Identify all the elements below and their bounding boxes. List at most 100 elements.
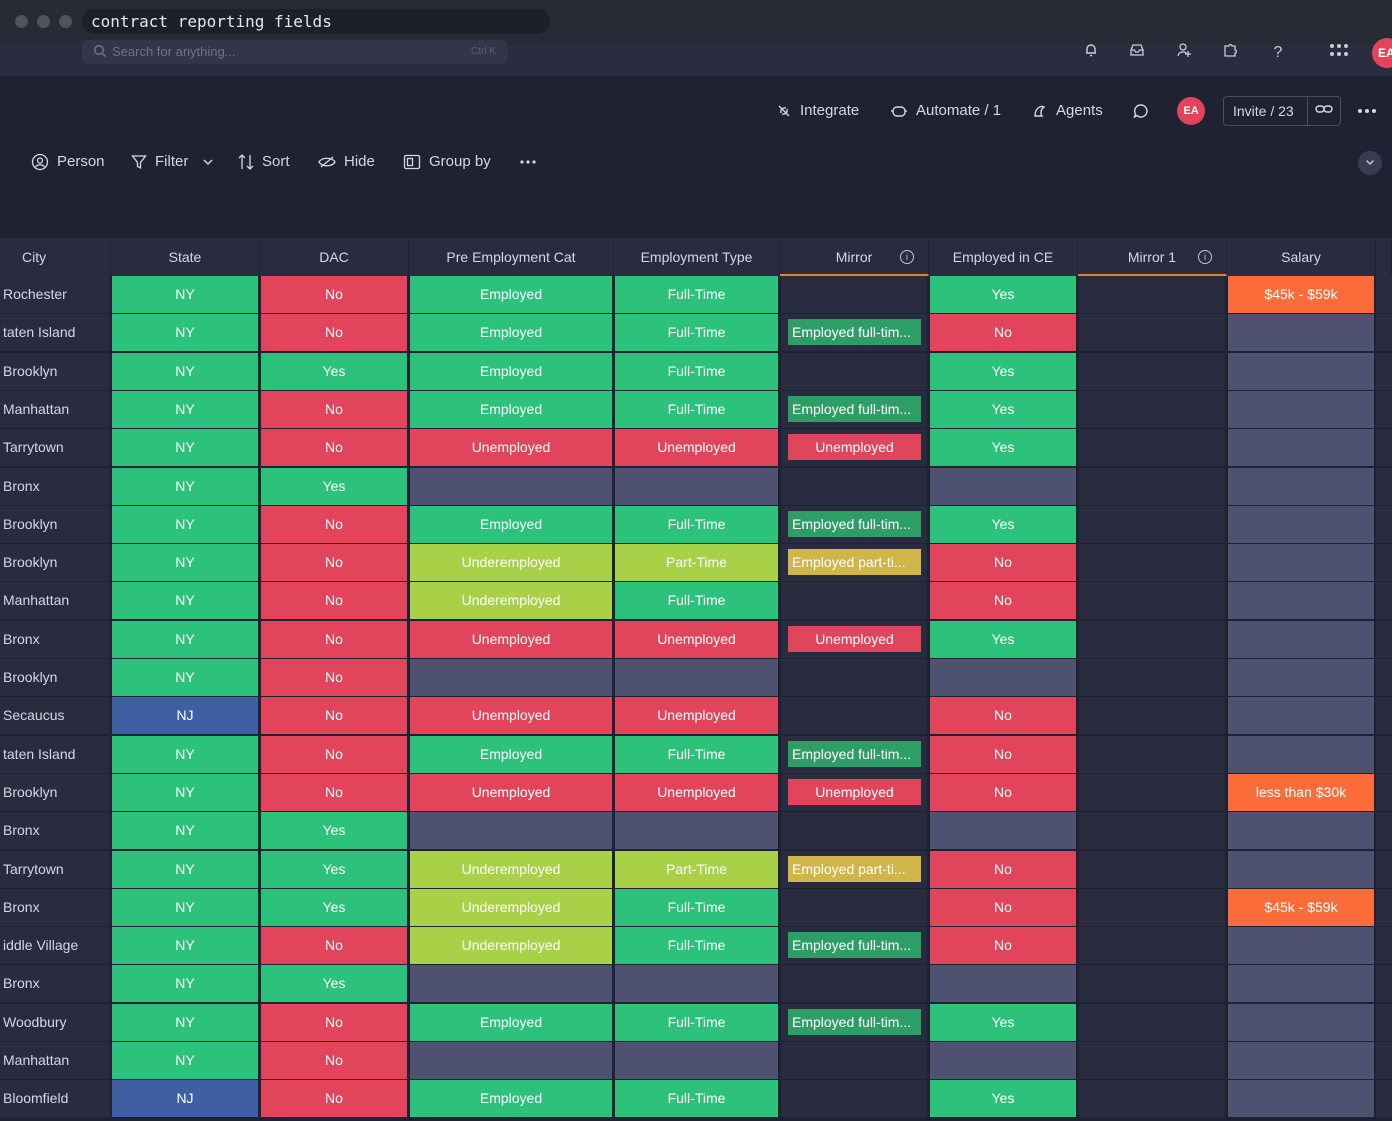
state-cell[interactable]: NJ — [112, 697, 258, 735]
city-cell[interactable]: Tarrytown — [0, 850, 110, 888]
pre-employment-cat-cell[interactable] — [410, 812, 612, 850]
salary-cell[interactable] — [1228, 1080, 1374, 1118]
apps-grid-icon[interactable] — [1328, 42, 1350, 64]
employment-type-cell[interactable]: Full-Time — [615, 582, 778, 620]
city-cell[interactable]: Manhattan — [0, 390, 110, 428]
dac-cell[interactable]: Yes — [261, 888, 407, 926]
dac-cell[interactable]: Yes — [261, 965, 407, 1003]
salary-cell[interactable] — [1228, 429, 1374, 467]
employment-type-cell[interactable]: Full-Time — [615, 276, 778, 313]
employment-type-cell[interactable]: Full-Time — [615, 314, 778, 352]
dac-cell[interactable]: No — [261, 582, 407, 620]
copy-link-icon[interactable] — [1315, 97, 1333, 125]
pre-employment-cat-cell[interactable]: Employed — [410, 390, 612, 428]
table-row[interactable]: Rochester NY No Employed Full-Time Yes $45k - … — [0, 276, 1392, 314]
employment-type-cell[interactable]: Unemployed — [615, 429, 778, 467]
employed-in-ce-cell[interactable]: No — [930, 314, 1076, 352]
employed-in-ce-cell[interactable]: Yes — [930, 352, 1076, 390]
employment-type-cell[interactable]: Unemployed — [615, 697, 778, 735]
employment-type-cell[interactable]: Full-Time — [615, 735, 778, 773]
dac-cell[interactable]: No — [261, 544, 407, 582]
city-cell[interactable]: Bloomfield — [0, 1080, 110, 1118]
dac-cell[interactable]: Yes — [261, 467, 407, 505]
inbox-icon[interactable] — [1126, 42, 1148, 64]
pre-employment-cat-cell[interactable] — [410, 965, 612, 1003]
dac-cell[interactable]: No — [261, 620, 407, 658]
city-cell[interactable]: Brooklyn — [0, 352, 110, 390]
employed-in-ce-cell[interactable]: Yes — [930, 1080, 1076, 1118]
state-cell[interactable]: NY — [112, 390, 258, 428]
employed-in-ce-cell[interactable]: No — [930, 888, 1076, 926]
employment-type-cell[interactable] — [615, 965, 778, 1003]
employed-in-ce-cell[interactable]: No — [930, 735, 1076, 773]
table-row[interactable]: Bloomfield NJ No Employed Full-Time Yes — [0, 1080, 1392, 1118]
salary-cell[interactable]: $45k - $59k — [1228, 888, 1374, 926]
salary-cell[interactable] — [1228, 697, 1374, 735]
dac-cell[interactable]: No — [261, 429, 407, 467]
dac-cell[interactable]: Yes — [261, 850, 407, 888]
employed-in-ce-cell[interactable]: No — [930, 582, 1076, 620]
dac-cell[interactable]: No — [261, 1080, 407, 1118]
info-icon[interactable]: i — [1198, 250, 1212, 264]
salary-cell[interactable] — [1228, 620, 1374, 658]
dac-cell[interactable]: No — [261, 390, 407, 428]
pre-employment-cat-cell[interactable]: Unemployed — [410, 773, 612, 811]
salary-cell[interactable] — [1228, 390, 1374, 428]
city-cell[interactable]: Tarrytown — [0, 429, 110, 467]
pre-employment-cat-cell[interactable]: Unemployed — [410, 429, 612, 467]
state-cell[interactable]: NY — [112, 582, 258, 620]
integrate-button[interactable]: Integrate — [776, 96, 859, 126]
employed-in-ce-cell[interactable]: Yes — [930, 620, 1076, 658]
column-header-pre-employment-cat[interactable]: Pre Employment Cat — [409, 238, 614, 276]
employment-type-cell[interactable] — [615, 812, 778, 850]
employment-type-cell[interactable]: Full-Time — [615, 888, 778, 926]
state-cell[interactable]: NY — [112, 1003, 258, 1041]
employment-type-cell[interactable]: Full-Time — [615, 352, 778, 390]
employed-in-ce-cell[interactable] — [930, 1042, 1076, 1079]
salary-cell[interactable] — [1228, 314, 1374, 352]
table-row[interactable]: Brooklyn NY No — [0, 659, 1392, 697]
dac-cell[interactable]: No — [261, 1003, 407, 1041]
city-cell[interactable]: Rochester — [0, 276, 110, 313]
agents-button[interactable]: Agents — [1032, 96, 1103, 126]
city-cell[interactable]: Brooklyn — [0, 773, 110, 811]
employed-in-ce-cell[interactable] — [930, 659, 1076, 696]
salary-cell[interactable] — [1228, 850, 1374, 888]
dac-cell[interactable]: No — [261, 505, 407, 543]
state-cell[interactable]: NY — [112, 773, 258, 811]
city-cell[interactable]: Bronx — [0, 812, 110, 850]
city-cell[interactable]: Manhattan — [0, 582, 110, 620]
employment-type-cell[interactable]: Full-Time — [615, 505, 778, 543]
dac-cell[interactable]: No — [261, 735, 407, 773]
column-header-city[interactable]: City — [0, 238, 111, 276]
city-cell[interactable]: Woodbury — [0, 1003, 110, 1041]
dac-cell[interactable]: No — [261, 276, 407, 313]
state-cell[interactable]: NY — [112, 659, 258, 696]
salary-cell[interactable] — [1228, 505, 1374, 543]
employed-in-ce-cell[interactable] — [930, 467, 1076, 505]
help-icon[interactable]: ? — [1273, 44, 1283, 61]
info-icon[interactable]: i — [900, 250, 914, 264]
state-cell[interactable]: NY — [112, 620, 258, 658]
table-row[interactable]: Bronx NY Yes — [0, 965, 1392, 1003]
table-row[interactable]: Brooklyn NY No Underemployed Part-Time Employ… — [0, 544, 1392, 582]
filter-button[interactable]: Filter — [131, 147, 214, 177]
dac-cell[interactable]: No — [261, 314, 407, 352]
user-avatar[interactable]: EA — [1372, 38, 1392, 68]
city-cell[interactable]: Brooklyn — [0, 659, 110, 696]
column-header-employed-in-ce[interactable]: Employed in CE — [929, 238, 1078, 276]
employed-in-ce-cell[interactable]: Yes — [930, 276, 1076, 313]
invite-button[interactable]: Invite / 23 — [1223, 96, 1341, 126]
pre-employment-cat-cell[interactable] — [410, 659, 612, 696]
dac-cell[interactable]: No — [261, 697, 407, 735]
dac-cell[interactable]: No — [261, 773, 407, 811]
city-cell[interactable]: iddle Village — [0, 927, 110, 965]
salary-cell[interactable] — [1228, 582, 1374, 620]
pre-employment-cat-cell[interactable] — [410, 1042, 612, 1079]
employment-type-cell[interactable]: Part-Time — [615, 850, 778, 888]
city-cell[interactable]: Brooklyn — [0, 544, 110, 582]
column-header-state[interactable]: State — [111, 238, 260, 276]
window-maximize-button[interactable] — [59, 15, 72, 28]
pre-employment-cat-cell[interactable]: Underemployed — [410, 582, 612, 620]
employment-type-cell[interactable]: Unemployed — [615, 620, 778, 658]
